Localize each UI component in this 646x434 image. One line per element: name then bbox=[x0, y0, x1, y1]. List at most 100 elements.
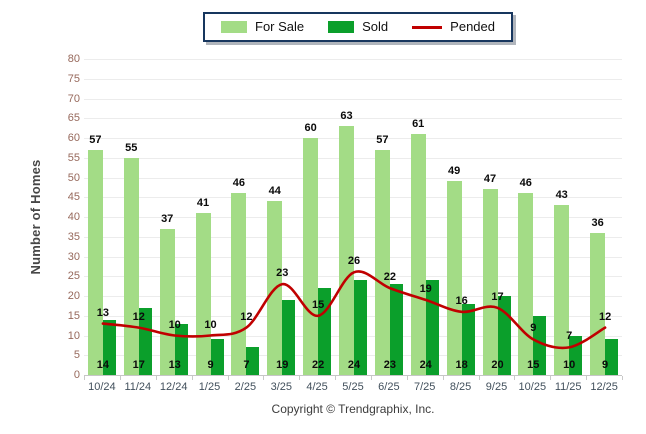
sold-value-label: 18 bbox=[455, 359, 468, 371]
for-sale-value-label: 61 bbox=[412, 118, 425, 130]
for-sale-value-label: 37 bbox=[161, 212, 174, 225]
pended-value-label: 13 bbox=[96, 306, 110, 319]
x-axis-label: 3/25 bbox=[270, 381, 292, 393]
legend-item-pended: Pended bbox=[412, 20, 495, 34]
sold-value-label: 24 bbox=[419, 359, 432, 371]
for-sale-value-label: 44 bbox=[268, 185, 281, 198]
gridline bbox=[84, 118, 622, 120]
copyright-text: Copyright © Trendgraphix, Inc. bbox=[271, 402, 435, 416]
x-axis-tick bbox=[84, 376, 85, 380]
legend-label-for-sale: For Sale bbox=[255, 19, 305, 34]
x-axis-label: 4/25 bbox=[306, 381, 328, 393]
x-axis-label: 12/24 bbox=[159, 381, 188, 393]
sold-value-label: 9 bbox=[207, 359, 214, 371]
x-axis-tick bbox=[227, 376, 229, 380]
for-sale-value-label: 47 bbox=[483, 173, 497, 186]
pended-value-label: 12 bbox=[598, 310, 612, 323]
pended-value-label: 23 bbox=[276, 267, 289, 280]
sold-bar bbox=[533, 315, 547, 376]
sold-value-label: 19 bbox=[276, 359, 289, 371]
legend: For Sale Sold Pended bbox=[203, 12, 513, 42]
x-axis-tick bbox=[335, 376, 337, 380]
for-sale-value-label: 55 bbox=[125, 141, 138, 154]
x-axis-tick bbox=[155, 376, 157, 380]
for-sale-value-label: 57 bbox=[89, 133, 102, 146]
x-axis-tick bbox=[550, 376, 552, 380]
x-axis-label: 9/25 bbox=[485, 381, 508, 393]
x-axis-label: 8/25 bbox=[449, 381, 472, 393]
x-axis-label: 2/25 bbox=[234, 381, 257, 393]
x-axis-label: 7/25 bbox=[413, 381, 436, 393]
y-axis-tick-label: 15 bbox=[67, 309, 80, 322]
y-axis-tick-label: 10 bbox=[67, 329, 80, 342]
for-sale-swatch bbox=[221, 21, 247, 33]
sold-value-label: 10 bbox=[563, 359, 576, 371]
pended-line-path bbox=[101, 270, 607, 350]
x-axis-label: 10/24 bbox=[88, 381, 116, 393]
legend-item-sold: Sold bbox=[328, 20, 388, 34]
sold-value-label: 9 bbox=[602, 359, 609, 371]
pended-value-label: 12 bbox=[240, 310, 253, 323]
for-sale-bar bbox=[446, 181, 462, 375]
pended-value-label: 15 bbox=[311, 298, 325, 311]
x-axis-label: 1/25 bbox=[198, 381, 221, 393]
sold-bar bbox=[246, 347, 260, 376]
pended-value-label: 17 bbox=[491, 290, 504, 303]
y-axis-tick-label: 65 bbox=[67, 112, 80, 125]
legend-item-for-sale: For Sale bbox=[221, 20, 304, 34]
gridline bbox=[84, 59, 622, 60]
pended-value-label: 12 bbox=[132, 310, 145, 323]
sold-value-label: 24 bbox=[347, 359, 361, 371]
legend-label-pended: Pended bbox=[450, 19, 495, 34]
y-axis-tick-label: 30 bbox=[67, 250, 80, 263]
y-axis-tick-label: 0 bbox=[73, 369, 80, 381]
for-sale-value-label: 46 bbox=[519, 177, 532, 190]
for-sale-bar bbox=[123, 157, 139, 376]
for-sale-bar bbox=[410, 134, 426, 375]
for-sale-value-label: 49 bbox=[447, 165, 461, 178]
x-axis-tick bbox=[478, 376, 480, 380]
pended-value-label: 16 bbox=[455, 294, 468, 307]
x-axis-tick bbox=[514, 376, 516, 380]
y-axis-tick-label: 5 bbox=[73, 349, 80, 362]
for-sale-bar bbox=[554, 205, 570, 375]
sold-bar bbox=[354, 280, 367, 375]
y-axis-tick-label: 70 bbox=[67, 92, 80, 105]
pended-line-swatch bbox=[412, 25, 443, 29]
for-sale-value-label: 60 bbox=[304, 122, 317, 134]
gridline bbox=[84, 78, 622, 80]
y-axis-tick-label: 40 bbox=[67, 211, 80, 223]
y-axis-tick-label: 20 bbox=[67, 290, 80, 302]
sold-bar bbox=[210, 339, 224, 375]
x-axis-label: 12/25 bbox=[590, 381, 618, 393]
x-axis-label: 6/25 bbox=[378, 381, 400, 393]
x-axis-label: 10/25 bbox=[518, 381, 547, 393]
sold-bar bbox=[605, 339, 619, 375]
sold-value-label: 22 bbox=[311, 359, 325, 371]
x-axis-label: 11/25 bbox=[554, 381, 582, 393]
sold-bar bbox=[138, 307, 152, 376]
x-axis-tick bbox=[442, 376, 444, 380]
sold-bar bbox=[389, 284, 403, 375]
for-sale-bar bbox=[87, 149, 103, 375]
pended-value-label: 22 bbox=[383, 271, 397, 284]
x-axis-tick bbox=[370, 376, 372, 380]
pended-value-label: 10 bbox=[168, 318, 181, 331]
sold-bar bbox=[461, 303, 475, 375]
for-sale-bar bbox=[159, 228, 175, 375]
pended-value-label: 7 bbox=[566, 330, 573, 343]
pended-value-label: 19 bbox=[419, 282, 432, 295]
x-axis-line bbox=[84, 375, 622, 376]
for-sale-bar bbox=[482, 189, 498, 375]
x-axis-tick bbox=[263, 376, 265, 380]
x-axis-tick bbox=[586, 376, 588, 380]
x-axis-label: 5/25 bbox=[342, 381, 364, 393]
for-sale-value-label: 41 bbox=[196, 197, 210, 209]
x-axis-tick bbox=[119, 376, 121, 380]
sold-value-label: 17 bbox=[132, 359, 145, 371]
sold-value-label: 7 bbox=[243, 359, 250, 371]
pended-line bbox=[101, 270, 607, 350]
for-sale-value-label: 36 bbox=[591, 216, 604, 229]
for-sale-value-label: 57 bbox=[376, 133, 389, 146]
x-axis-tick bbox=[406, 376, 408, 380]
